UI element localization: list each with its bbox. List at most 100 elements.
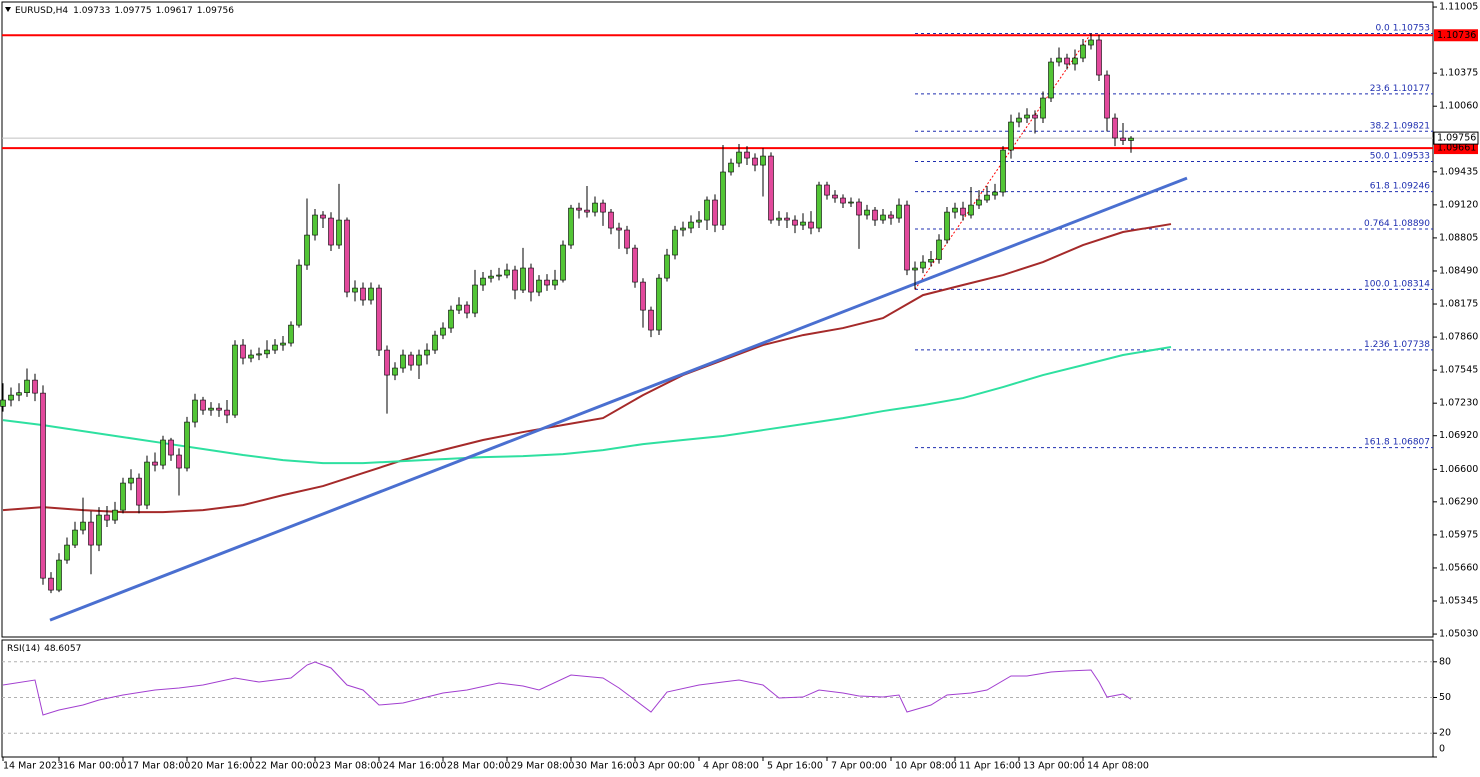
candle-body [568,207,574,246]
y-tick-label: 1.08805 [1439,232,1478,243]
open: 1.09733 [73,6,110,16]
fib-label: 0.0 1.10753 [1375,23,1430,33]
candle-body [1080,44,1086,59]
candle-body [288,324,294,344]
candle-body [896,204,902,219]
y-tick-label: 1.09120 [1439,199,1478,210]
candle-body [344,219,350,293]
candle-body [744,151,750,159]
candle-body [96,514,102,546]
fib-price: 1.06807 [1393,437,1430,447]
candle-body [1128,137,1134,141]
fib-price: 1.07738 [1393,339,1430,349]
candle-body [136,477,142,506]
candle-body [816,184,822,229]
x-tick-label: 17 Mar 08:00 [127,761,190,772]
x-tick-label: 10 Apr 08:00 [895,761,957,772]
candle-body [576,207,582,211]
candle-body [360,287,366,301]
candle-body [320,214,326,219]
candle-body [408,354,414,366]
candle-body [544,279,550,286]
candle-body [400,354,406,369]
current-price-box [1433,131,1479,145]
candle-body [488,275,494,279]
x-tick-label: 29 Mar 08:00 [511,761,574,772]
candle-body [80,521,86,531]
candle-body [752,157,758,166]
candle-body [256,353,262,356]
candle-body [992,191,998,196]
candle-body [56,559,62,591]
candle-body [856,201,862,216]
price-label: 1.10736 [1437,30,1476,41]
candle-body [416,354,422,366]
y-tick-label: 1.05975 [1439,529,1478,540]
symbol: EURUSD,H4 [15,6,68,16]
fib-label: 100.0 1.08314 [1364,279,1430,289]
y-tick-label: 1.05030 [1439,629,1478,640]
x-tick-label: 30 Mar 16:00 [575,761,638,772]
x-tick-label: 23 Mar 08:00 [319,761,382,772]
candle-body [952,207,958,213]
candle-body [1088,39,1094,46]
rsi-tick-label: 20 [1439,728,1451,739]
candle-body [624,229,630,249]
candle-body [664,254,670,279]
candle-body [792,219,798,226]
candle-body [656,277,662,331]
candle-body [512,269,518,291]
fib-price: 1.09533 [1393,151,1430,161]
candle-body [968,204,974,216]
candle-body [448,309,454,329]
candle-body [64,544,70,561]
high: 1.09775 [114,6,151,16]
y-tick-label: 1.09435 [1439,166,1478,177]
fib-price: 1.10177 [1393,83,1430,93]
x-tick-label: 28 Mar 00:00 [447,761,510,772]
candle-body [1016,117,1022,123]
candle-body [1008,121,1014,151]
x-tick-label: 7 Apr 00:00 [831,761,887,772]
candle-body [240,344,246,359]
y-tick-label: 1.06920 [1439,430,1478,441]
candle-body [128,477,134,484]
candle-body [176,454,182,469]
candle-body [248,354,254,359]
candle-body [912,267,918,271]
candle-body [584,209,590,213]
candle-body [552,279,558,286]
current-price-label: 1.09756 [1437,133,1476,144]
candle-body [984,194,990,201]
candle-body [768,155,774,221]
fib-label: 50.0 1.09533 [1370,151,1430,161]
candle-body [384,349,390,376]
candle-body [152,461,158,466]
candle-body [112,509,118,521]
y-tick-label: 1.08490 [1439,265,1478,276]
candle-body [200,399,206,411]
candle-body [520,267,526,291]
candle-body [440,327,446,336]
y-tick-label: 1.07230 [1439,398,1478,409]
candle-body [376,287,382,351]
candle-body [424,349,430,356]
y-tick-label: 1.08175 [1439,299,1478,310]
candle-body [680,227,686,231]
y-tick-label: 1.06600 [1439,464,1478,475]
candle-body [1000,149,1006,193]
candle-body [32,379,38,394]
low: 1.09617 [156,6,193,16]
fib-label: 61.8 1.09246 [1370,181,1431,191]
candle-body [888,214,894,219]
x-tick-label: 14 Apr 08:00 [1087,761,1149,772]
x-tick-label: 5 Apr 16:00 [767,761,823,772]
candle-body [208,407,214,411]
candle-body [936,239,942,260]
fib-ratio: 100.0 [1364,279,1390,289]
candle-body [312,214,318,236]
y-tick-label: 1.07860 [1439,332,1478,343]
candle-body [8,394,14,401]
moving-average [2,223,1172,514]
